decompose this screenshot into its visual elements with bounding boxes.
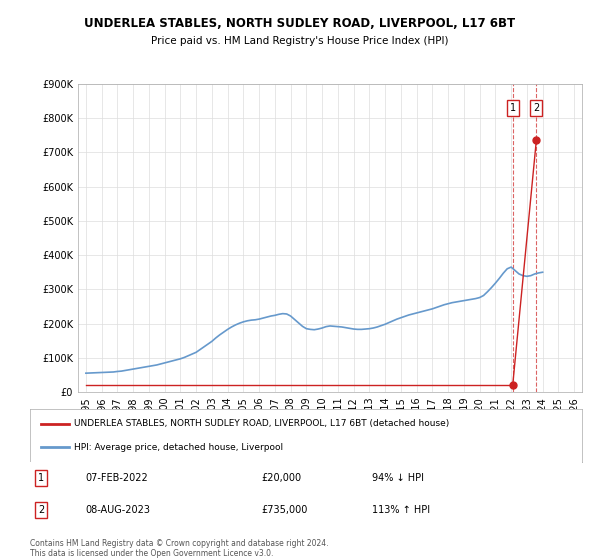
Text: 07-FEB-2022: 07-FEB-2022 [85, 473, 148, 483]
Text: £20,000: £20,000 [262, 473, 302, 483]
Text: 1: 1 [38, 473, 44, 483]
Text: HPI: Average price, detached house, Liverpool: HPI: Average price, detached house, Live… [74, 442, 283, 451]
Text: 113% ↑ HPI: 113% ↑ HPI [372, 505, 430, 515]
Text: 08-AUG-2023: 08-AUG-2023 [85, 505, 150, 515]
Text: UNDERLEA STABLES, NORTH SUDLEY ROAD, LIVERPOOL, L17 6BT: UNDERLEA STABLES, NORTH SUDLEY ROAD, LIV… [85, 17, 515, 30]
Text: 2: 2 [38, 505, 44, 515]
Text: UNDERLEA STABLES, NORTH SUDLEY ROAD, LIVERPOOL, L17 6BT (detached house): UNDERLEA STABLES, NORTH SUDLEY ROAD, LIV… [74, 419, 449, 428]
Text: £735,000: £735,000 [262, 505, 308, 515]
Text: Price paid vs. HM Land Registry's House Price Index (HPI): Price paid vs. HM Land Registry's House … [151, 36, 449, 46]
Text: 94% ↓ HPI: 94% ↓ HPI [372, 473, 424, 483]
Text: 2: 2 [533, 103, 539, 113]
Text: 1: 1 [509, 103, 516, 113]
Text: Contains HM Land Registry data © Crown copyright and database right 2024.
This d: Contains HM Land Registry data © Crown c… [30, 539, 329, 558]
